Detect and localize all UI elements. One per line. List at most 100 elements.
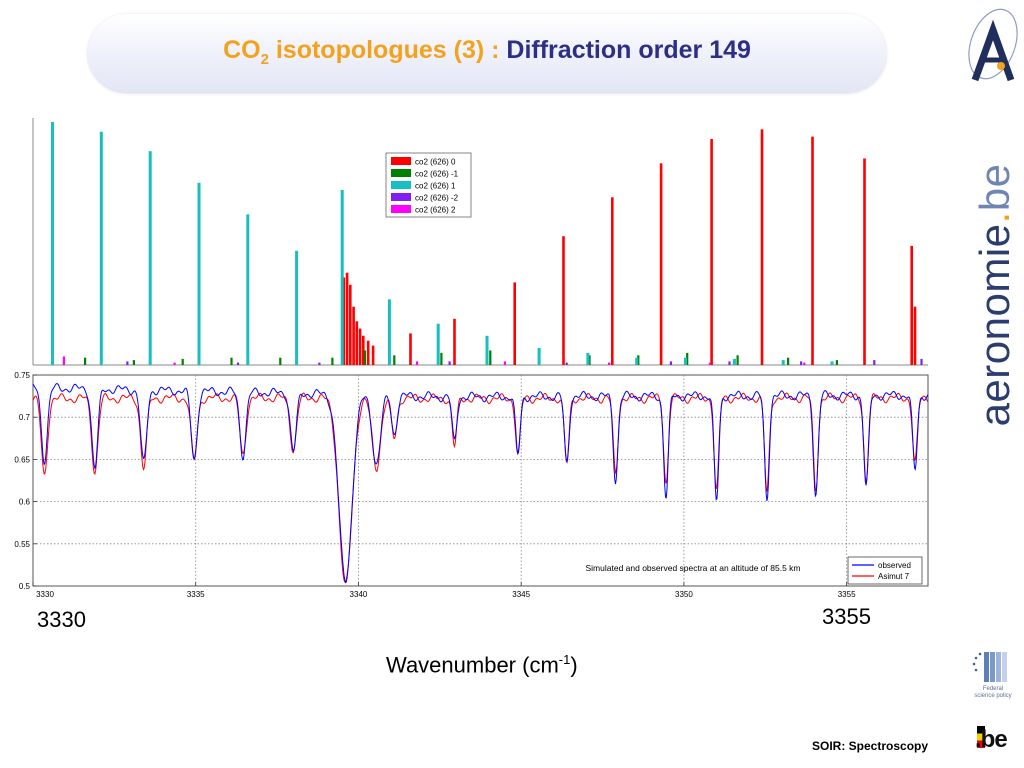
- bar-co2-626-1-14: [736, 355, 739, 365]
- x-tick-label-1: 3335: [187, 590, 205, 599]
- bar-co2-626-1-3: [197, 182, 201, 366]
- bar-co2-626-1-16: [830, 361, 834, 365]
- belgian-flag-icon: [977, 726, 985, 748]
- bar-co2-626-1-2: [148, 151, 152, 365]
- bars-legend-swatch-3: [391, 193, 411, 201]
- plot-title: Simulated and observed spectra at an alt…: [586, 563, 801, 573]
- bar-co2-626-2-7: [800, 361, 803, 365]
- footer-text: SOIR: Spectroscopy: [812, 739, 929, 753]
- bar-co2-626-2-3: [503, 361, 506, 365]
- bar-co2-626-2-8: [873, 360, 876, 365]
- x-tick-label-0: 3330: [36, 590, 54, 599]
- bar-co2-626-1-5: [295, 250, 299, 365]
- bar-co2-626-0-8: [371, 345, 375, 365]
- bar-co2-626-1-3: [230, 357, 233, 365]
- bar-co2-626-1-9: [489, 350, 492, 365]
- isotopologue-bars: co2 (626) 0 co2 (626) -1 co2 (626) 1 co2 (6…: [32, 118, 928, 366]
- bar-co2-626-0-18: [863, 158, 866, 365]
- bar-co2-626-2-3: [448, 361, 451, 365]
- x-tick-label-4: 3350: [675, 590, 693, 599]
- bar-co2-626-0-4: [355, 321, 359, 365]
- plot-frame: [32, 374, 929, 587]
- bar-co2-626-1-7: [393, 355, 396, 365]
- bar-co2-626-1-4: [279, 357, 282, 365]
- bar-co2-626-0-11: [513, 282, 516, 365]
- y-tick-label-0: 0.5: [19, 582, 31, 591]
- be-logo: .be: [975, 724, 1017, 756]
- bar-co2-626-0-0: [342, 277, 346, 365]
- bar-co2-626-0-16: [760, 129, 764, 365]
- brand-name: aeronomie: [971, 223, 1018, 427]
- bar-co2-626-2-0: [126, 361, 129, 365]
- y-tick-label-2: 0.6: [19, 498, 31, 507]
- bar-co2-626-1-16: [835, 360, 838, 365]
- federal-science-policy-logo-icon: [972, 652, 1007, 682]
- bar-co2-626-0-20: [913, 306, 917, 365]
- x-axis-title-main: Wavenumber (cm: [386, 652, 559, 678]
- annotation-3355: 3355: [822, 604, 871, 629]
- bar-co2-626-2-4: [565, 362, 568, 365]
- bar-co2-626-1-6: [340, 190, 344, 365]
- federal-logo-line1: Federal: [982, 686, 1004, 692]
- bar-co2-626-0-2: [349, 284, 352, 365]
- x-axis-title-close: ): [570, 652, 578, 678]
- bar-co2-626-0-12: [562, 236, 565, 365]
- federal-logo-line2: science policy: [974, 693, 1012, 699]
- bar-co2-626-1-0: [51, 122, 54, 365]
- title-banner: [88, 14, 886, 92]
- y-tick-label-4: 0.7: [19, 413, 31, 422]
- bar-co2-626-1-2: [181, 358, 184, 365]
- title-part2: Diffraction order 149: [506, 36, 751, 64]
- bars-legend-swatch-0: [391, 157, 411, 165]
- bars-legend-label-1: co2 (626) -1: [415, 170, 459, 179]
- bars-legend-label-0: co2 (626) 0: [415, 158, 456, 167]
- bar-co2-626-1-8: [440, 352, 443, 365]
- bar-co2-626-2-5: [669, 361, 672, 365]
- federal-logo-text: Federal science policy: [968, 686, 1018, 700]
- bar-co2-626-0-7: [366, 340, 370, 365]
- bar-co2-626-0-6: [362, 335, 365, 365]
- title-co: CO: [223, 36, 261, 64]
- bar-co2-626-0-3: [352, 306, 355, 365]
- bar-co2-626-1-12: [635, 357, 639, 365]
- title-part1: isotopologues (3) :: [268, 36, 507, 64]
- spectra-plot: 0.5 0.55 0.6 0.65 0.7 0.75 3330 3335 3340 3345 335…: [14, 371, 929, 599]
- bar-co2-626-0-5: [358, 328, 362, 365]
- be-logo-text: .be: [975, 726, 1008, 753]
- bar-co2-626-2-1: [173, 362, 176, 365]
- bar-co2-626-1-1: [132, 360, 135, 365]
- line-legend-box: [847, 556, 923, 585]
- bar-co2-626-1-1: [99, 131, 103, 365]
- line-legend-label-observed: observed: [878, 561, 911, 570]
- bar-co2-626-1-0: [84, 357, 87, 365]
- bars-legend-swatch-4: [391, 205, 411, 213]
- bar-co2-626-1-14: [732, 358, 736, 365]
- bar-co2-626-0-13: [611, 197, 614, 365]
- bar-co2-626-1-9: [485, 335, 489, 365]
- x-tick-label-3: 3345: [512, 590, 530, 599]
- bar-co2-626-1-6: [363, 350, 367, 365]
- annotation-3330: 3330: [37, 607, 86, 632]
- y-tick-label-1: 0.55: [14, 540, 30, 549]
- bar-co2-626-0-1: [345, 272, 349, 365]
- bar-co2-626-0-15: [710, 139, 713, 365]
- bar-co2-626-1-11: [586, 352, 590, 365]
- x-axis-title: Wavenumber (cm-1): [386, 652, 578, 678]
- bars-legend-label-2: co2 (626) 1: [415, 182, 456, 191]
- line-legend-label-asimut: Asimut 7: [878, 572, 910, 581]
- x-tick-label-2: 3340: [350, 590, 368, 599]
- aeronomie-brand: aeronomie.be: [971, 164, 1019, 427]
- title-subscript: 2: [260, 51, 269, 68]
- series-asimut-7: [32, 392, 929, 583]
- bar-co2-626-0-10: [453, 318, 456, 365]
- bar-co2-626-0-9: [409, 333, 412, 365]
- bar-co2-626-2-2: [318, 362, 321, 365]
- bar-co2-626-0-14: [659, 163, 663, 365]
- bar-co2-626-2-0: [62, 356, 65, 365]
- bar-co2-626-1-7: [387, 299, 391, 365]
- bar-co2-626-2-5: [708, 362, 711, 365]
- x-tick-label-5: 3355: [838, 590, 856, 599]
- bar-co2-626-1-5: [331, 357, 334, 365]
- bar-co2-626-1-8: [436, 323, 440, 365]
- bar-co2-626-2-4: [608, 362, 611, 365]
